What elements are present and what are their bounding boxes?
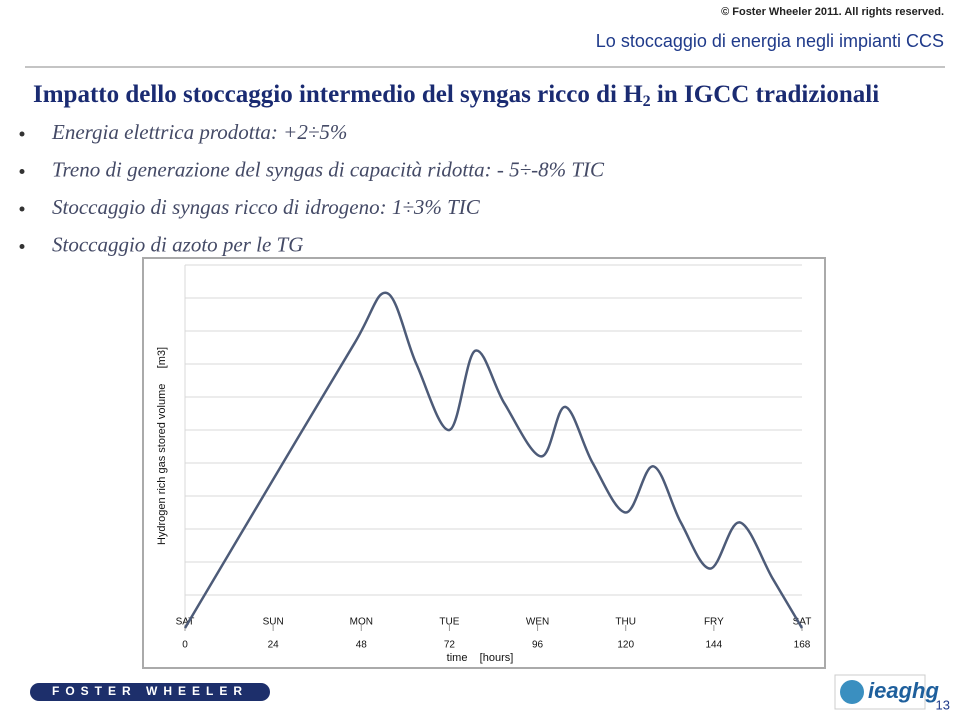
y-axis-label: Hydrogen rich gas stored volume [m3]	[156, 347, 168, 545]
logo-bar	[30, 683, 270, 701]
bullet-text: Treno di generazione del syngas di capac…	[52, 157, 605, 181]
x-tick-label: 72	[444, 640, 456, 651]
day-label: WEN	[526, 617, 549, 628]
page-number: 13	[936, 697, 950, 712]
day-label: SUN	[263, 617, 284, 628]
day-label: SAT	[176, 617, 195, 628]
bullet-dot	[19, 244, 25, 249]
bullet-dot	[19, 131, 25, 137]
bullet-text: Stoccaggio di syngas ricco di idrogeno: …	[52, 195, 481, 219]
title-text: in IGCC tradizionali	[651, 81, 880, 108]
logo-globe	[840, 680, 864, 704]
day-label: FRY	[704, 617, 724, 628]
header: Lo stoccaggio di energia negli impianti …	[596, 31, 944, 51]
line	[183, 291, 804, 629]
copyright: © Foster Wheeler 2011. All rights reserv…	[721, 6, 944, 18]
x-tick-label: 144	[706, 640, 723, 651]
day-label: TUE	[439, 617, 459, 628]
title: Impatto dello stoccaggio intermedio del …	[33, 81, 879, 110]
x-tick-label: 96	[532, 640, 544, 651]
x-tick-label: 120	[617, 640, 634, 651]
x-tick-label: 48	[356, 640, 368, 651]
bullet-dot	[19, 169, 25, 174]
bullet-dot	[19, 206, 25, 212]
day-label: SAT	[793, 617, 812, 628]
x-axis-label: time [hours]	[447, 652, 514, 664]
x-tick-label: 24	[268, 640, 280, 651]
title-sub: 2	[643, 93, 651, 110]
day-label: THU	[615, 617, 636, 628]
bullets: Energia elettrica prodotta: +2÷5% Treno d…	[19, 120, 605, 256]
title-text: Impatto dello stoccaggio intermedio del …	[33, 81, 643, 108]
bullet-text: Stoccaggio di azoto per le TG	[52, 232, 303, 256]
right-logo: ieaghg	[868, 678, 939, 703]
x-tick-label: 168	[794, 640, 811, 651]
day-label: MON	[350, 617, 373, 628]
x-tick-label: 0	[182, 640, 188, 651]
chart: 0 SAT 24 SUN 48 MON 72 TUE 96 WEN 120 THU 144 FRY 168 S…	[156, 264, 812, 664]
left-logo: FOSTER WHEELER	[52, 684, 248, 698]
bullet-text: Energia elettrica prodotta: +2÷5%	[51, 120, 347, 144]
